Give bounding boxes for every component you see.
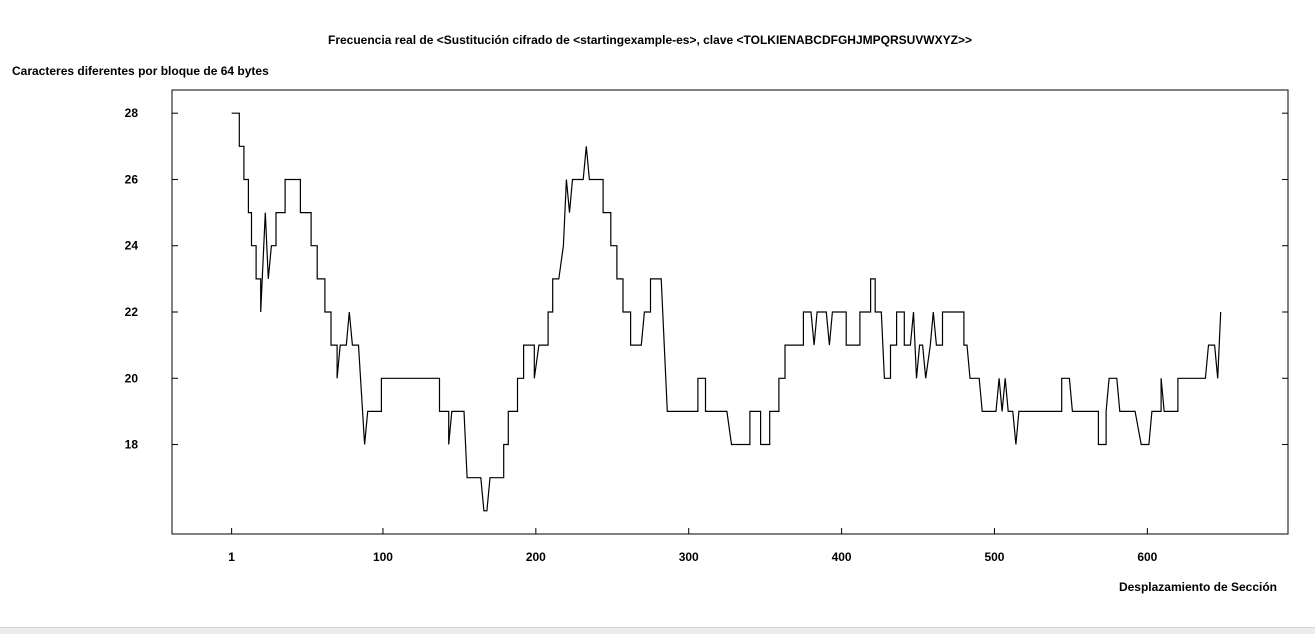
window-bottom-edge [0, 627, 1315, 634]
y-tick-label: 26 [125, 172, 139, 186]
x-tick-label: 400 [832, 550, 852, 564]
x-tick-label: 500 [984, 550, 1004, 564]
y-tick-label: 22 [125, 305, 139, 319]
x-axis: 1 100 200 300 400 500 600 [228, 528, 1158, 564]
x-tick-label: 100 [373, 550, 393, 564]
x-tick-label: 1 [228, 550, 235, 564]
series-line [231, 112, 1222, 512]
x-axis-label: Desplazamiento de Sección [1119, 580, 1277, 594]
y-tick-label: 24 [125, 239, 139, 253]
y-tick-label: 18 [125, 438, 139, 452]
chart-title: Frecuencia real de <Sustitución cifrado … [328, 33, 972, 47]
y-tick-label: 28 [125, 106, 139, 120]
y-axis-label: Caracteres diferentes por bloque de 64 b… [12, 64, 269, 78]
x-tick-label: 300 [679, 550, 699, 564]
x-tick-label: 200 [526, 550, 546, 564]
series-layer [231, 112, 1222, 512]
y-tick-label: 20 [125, 371, 139, 385]
y-axis: 18 20 22 24 26 28 [125, 106, 1288, 452]
plot-area-frame [171, 89, 1289, 535]
x-tick-label: 600 [1137, 550, 1157, 564]
